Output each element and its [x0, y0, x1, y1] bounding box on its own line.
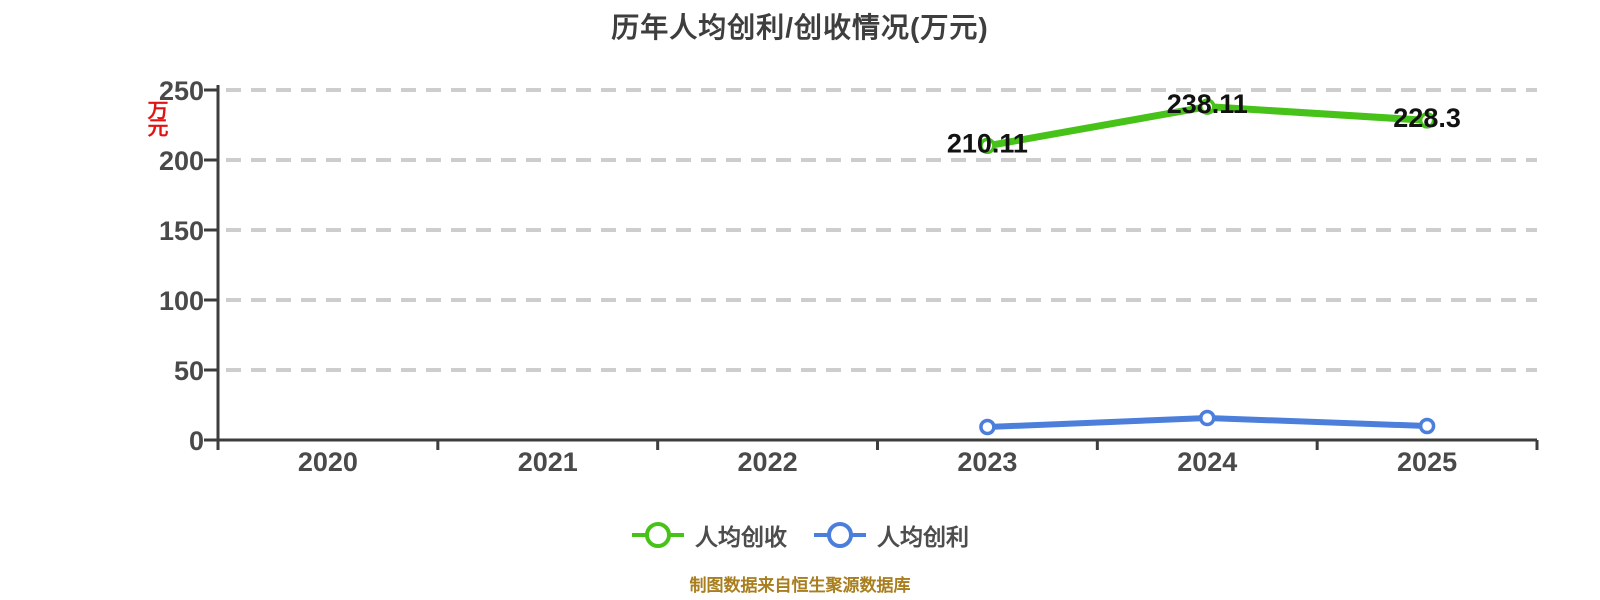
- y-tick-label: 0: [189, 426, 204, 456]
- x-tick-label: 2025: [1397, 447, 1457, 477]
- legend: 人均创收 人均创利: [0, 518, 1600, 552]
- per-capita-profit-marker[interactable]: [1199, 409, 1216, 427]
- x-tick-label: 2022: [738, 447, 798, 477]
- per-capita-profit-marker[interactable]: [979, 418, 996, 436]
- legend-item-per-capita-profit[interactable]: 人均创利: [813, 518, 969, 552]
- y-tick-label: 250: [159, 76, 204, 106]
- x-tick-label: 2020: [298, 447, 358, 477]
- y-tick-label: 200: [159, 146, 204, 176]
- legend-circle-icon: [645, 522, 671, 548]
- per-capita-revenue-marker[interactable]: [1418, 112, 1436, 129]
- per-capita-revenue-marker[interactable]: [979, 137, 996, 155]
- per-capita-profit-marker[interactable]: [1418, 417, 1436, 435]
- y-tick-label: 150: [159, 216, 204, 246]
- per-capita-revenue-marker[interactable]: [1199, 98, 1216, 115]
- x-tick-label: 2024: [1177, 447, 1237, 477]
- y-tick-label: 100: [159, 286, 204, 316]
- per-capita-profit-legend-marker: [814, 522, 866, 548]
- legend-circle-icon: [827, 522, 853, 548]
- per-capita-revenue-data-label: 228.3: [1393, 103, 1461, 133]
- legend-label-per-capita-profit: 人均创利: [877, 524, 969, 550]
- per-capita-revenue-legend-marker: [632, 522, 684, 548]
- chart-title: 历年人均创利/创收情况(万元): [611, 12, 989, 43]
- data-source-note: 制图数据来自恒生聚源数据库: [689, 576, 911, 595]
- per-capita-revenue-data-label: 210.11: [947, 128, 1028, 158]
- y-axis-unit-label: 万元: [145, 100, 168, 135]
- legend-item-per-capita-revenue[interactable]: 人均创收: [631, 518, 787, 552]
- x-tick-label: 2021: [518, 447, 578, 477]
- x-tick-label: 2023: [957, 447, 1017, 477]
- per-capita-revenue-data-label: 238.11: [1167, 89, 1248, 119]
- y-tick-label: 50: [174, 356, 204, 386]
- legend-label-per-capita-revenue: 人均创收: [695, 524, 787, 550]
